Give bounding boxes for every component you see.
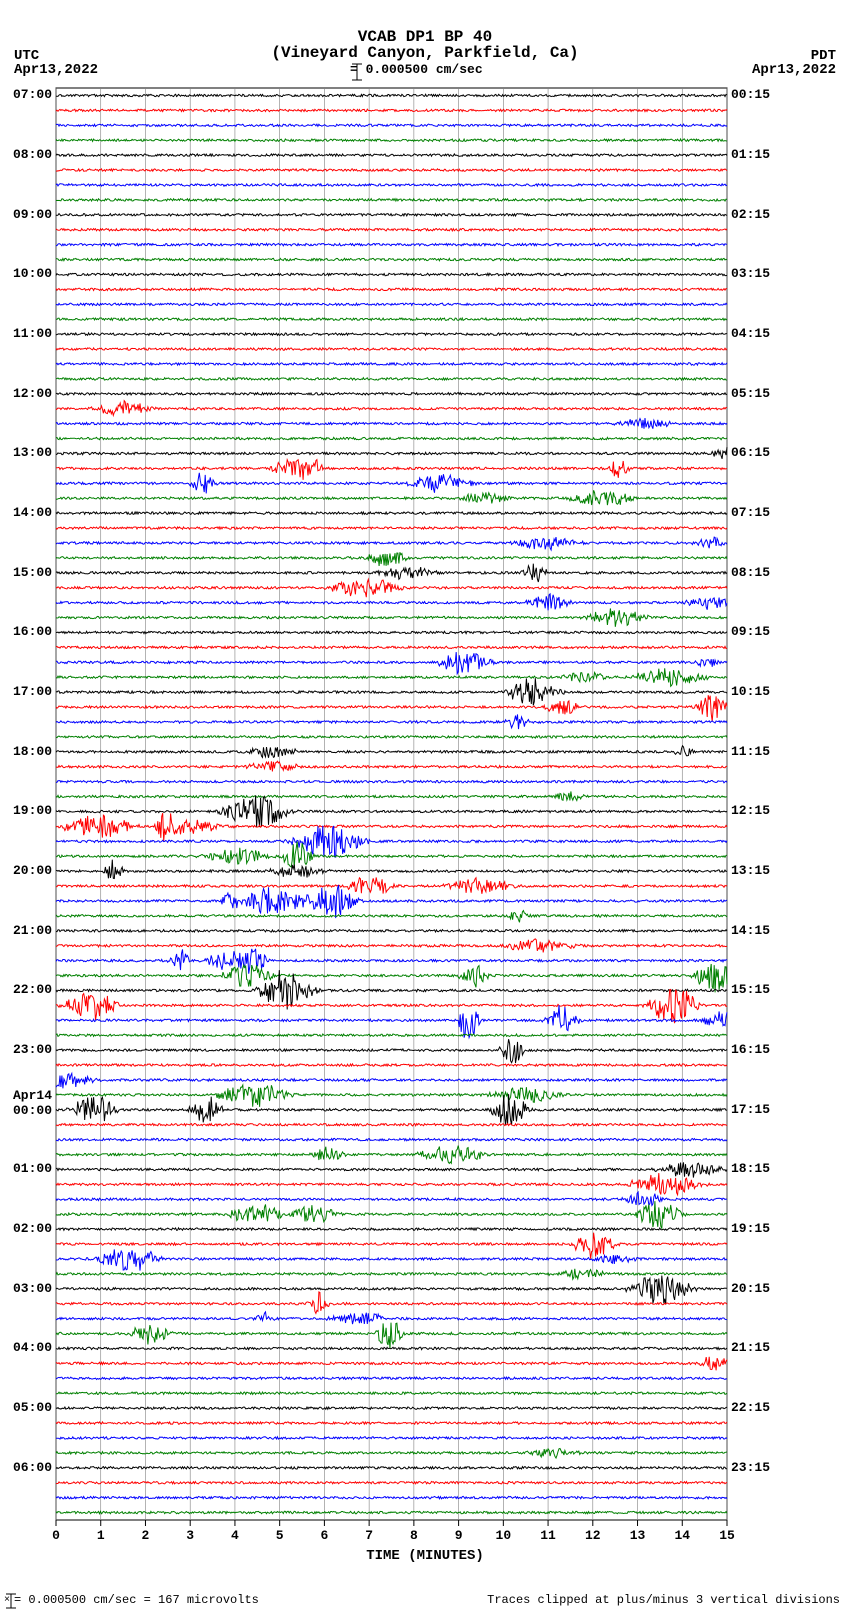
y-right-label: 10:15 — [731, 684, 770, 699]
y-left-label: 13:00 — [0, 445, 52, 460]
y-left-label: 22:00 — [0, 982, 52, 997]
footer-scale-bar-icon — [4, 1593, 18, 1609]
y-right-label: 13:15 — [731, 863, 770, 878]
y-left-label: 15:00 — [0, 565, 52, 580]
y-right-label: 17:15 — [731, 1102, 770, 1117]
y-left-label: 17:00 — [0, 684, 52, 699]
y-right-label: 06:15 — [731, 445, 770, 460]
x-tick-label: 1 — [89, 1528, 113, 1543]
y-right-label: 15:15 — [731, 982, 770, 997]
y-left-label: 14:00 — [0, 505, 52, 520]
y-left-label: 10:00 — [0, 266, 52, 281]
y-left-label: 16:00 — [0, 624, 52, 639]
x-tick-label: 4 — [223, 1528, 247, 1543]
x-tick-label: 15 — [715, 1528, 739, 1543]
y-left-label: 01:00 — [0, 1161, 52, 1176]
y-right-label: 20:15 — [731, 1281, 770, 1296]
x-tick-label: 12 — [581, 1528, 605, 1543]
x-tick-label: 13 — [626, 1528, 650, 1543]
y-right-label: 05:15 — [731, 386, 770, 401]
y-right-label: 03:15 — [731, 266, 770, 281]
x-tick-label: 9 — [447, 1528, 471, 1543]
y-left-label: 03:00 — [0, 1281, 52, 1296]
x-tick-label: 0 — [44, 1528, 68, 1543]
y-right-label: 09:15 — [731, 624, 770, 639]
y-left-label: 18:00 — [0, 744, 52, 759]
y-right-label: 19:15 — [731, 1221, 770, 1236]
y-left-label: 05:00 — [0, 1400, 52, 1415]
y-left-label: 07:00 — [0, 87, 52, 102]
y-left-label: 20:00 — [0, 863, 52, 878]
y-left-label: 08:00 — [0, 147, 52, 162]
footer-right-text: Traces clipped at plus/minus 3 vertical … — [487, 1593, 840, 1607]
y-right-label: 02:15 — [731, 207, 770, 222]
x-tick-label: 5 — [268, 1528, 292, 1543]
plot-svg — [0, 0, 850, 1613]
y-right-label: 12:15 — [731, 803, 770, 818]
y-right-label: 01:15 — [731, 147, 770, 162]
x-tick-label: 7 — [357, 1528, 381, 1543]
y-left-label: 09:00 — [0, 207, 52, 222]
seismogram-chart: VCAB DP1 BP 40 (Vineyard Canyon, Parkfie… — [0, 0, 850, 1613]
y-right-label: 21:15 — [731, 1340, 770, 1355]
y-left-label: 11:00 — [0, 326, 52, 341]
y-left-label: 02:00 — [0, 1221, 52, 1236]
footer-left-text: = 0.000500 cm/sec = 167 microvolts — [14, 1593, 259, 1607]
y-right-label: 22:15 — [731, 1400, 770, 1415]
y-right-label: 00:15 — [731, 87, 770, 102]
y-left-label: 06:00 — [0, 1460, 52, 1475]
y-left-label: 12:00 — [0, 386, 52, 401]
x-tick-label: 8 — [402, 1528, 426, 1543]
x-tick-label: 6 — [312, 1528, 336, 1543]
y-left-label: 23:00 — [0, 1042, 52, 1057]
y-left-label: 19:00 — [0, 803, 52, 818]
x-tick-label: 3 — [178, 1528, 202, 1543]
y-left-label: 04:00 — [0, 1340, 52, 1355]
y-right-label: 04:15 — [731, 326, 770, 341]
x-axis-label: TIME (MINUTES) — [0, 1548, 850, 1564]
y-right-label: 08:15 — [731, 565, 770, 580]
y-right-label: 11:15 — [731, 744, 770, 759]
x-tick-label: 11 — [536, 1528, 560, 1543]
x-tick-label: 10 — [491, 1528, 515, 1543]
y-right-label: 07:15 — [731, 505, 770, 520]
y-left-label: 21:00 — [0, 923, 52, 938]
x-tick-label: 14 — [670, 1528, 694, 1543]
y-right-label: 18:15 — [731, 1161, 770, 1176]
y-right-label: 16:15 — [731, 1042, 770, 1057]
x-tick-label: 2 — [133, 1528, 157, 1543]
y-left-label: Apr14 00:00 — [0, 1088, 52, 1118]
y-right-label: 14:15 — [731, 923, 770, 938]
y-right-label: 23:15 — [731, 1460, 770, 1475]
